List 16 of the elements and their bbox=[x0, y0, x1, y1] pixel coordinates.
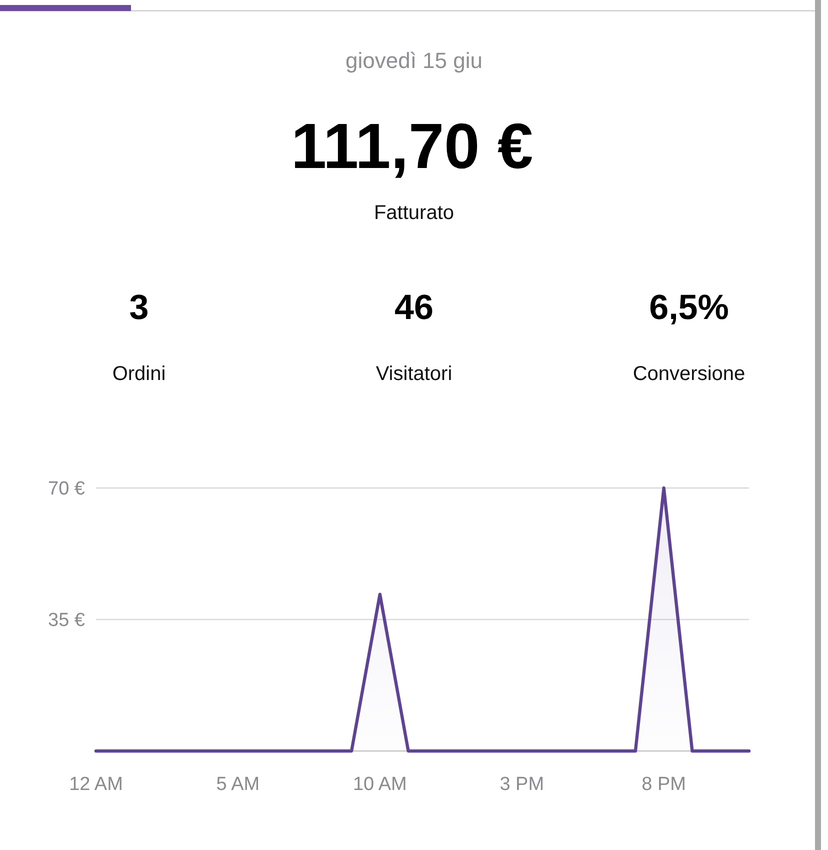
text: Ordini bbox=[112, 363, 166, 385]
text: 46 bbox=[394, 288, 434, 327]
text: Conversione bbox=[632, 363, 746, 385]
text: 6,5% bbox=[649, 288, 729, 327]
x-tick-label: 5 AM bbox=[216, 774, 260, 795]
text: Visitatori bbox=[376, 363, 452, 385]
x-tick-label: 3 PM bbox=[500, 774, 544, 795]
y-tick-label: 35 € bbox=[48, 610, 86, 632]
text: 3 bbox=[129, 288, 149, 327]
text: Fatturato bbox=[374, 202, 454, 224]
y-tick-label: 70 € bbox=[48, 478, 86, 500]
chart-title: giovedì 15 giu bbox=[346, 48, 482, 73]
text: 111,70 € bbox=[290, 110, 534, 182]
x-tick-label: 12 AM bbox=[69, 774, 123, 795]
x-tick-label: 8 PM bbox=[642, 774, 686, 795]
x-tick-label: 10 AM bbox=[352, 774, 407, 795]
